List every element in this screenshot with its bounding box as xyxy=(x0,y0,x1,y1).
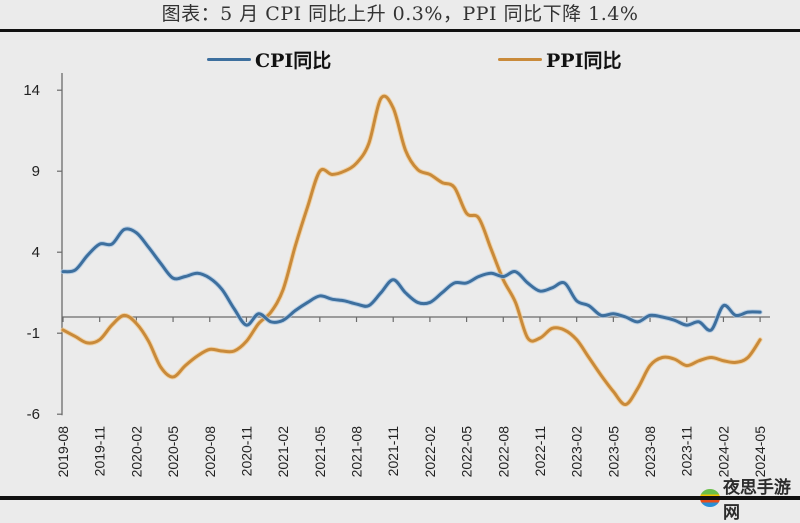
x-tick-label: 2023-08 xyxy=(642,426,658,478)
x-tick-label: 2019-08 xyxy=(55,426,71,478)
y-tick-label: 14 xyxy=(23,82,40,99)
x-tick-label: 2019-11 xyxy=(92,426,108,477)
legend-swatch-cpi xyxy=(207,57,251,61)
x-tick-label: 2022-02 xyxy=(422,426,438,478)
x-tick-label: 2021-02 xyxy=(275,426,291,478)
chart-series xyxy=(60,93,763,407)
x-tick-label: 2021-05 xyxy=(312,426,328,478)
x-tick-label: 2020-11 xyxy=(238,426,254,477)
title-divider xyxy=(0,29,800,32)
line-chart: 14 9 4 -1 -6 2019-08 2019-11 2020-02 2020-05 202… xyxy=(23,73,770,478)
chart-title: 图表：5 月 CPI 同比上升 0.3%，PPI 同比下降 1.4% xyxy=(161,3,639,25)
y-tick-label: -6 xyxy=(27,406,40,423)
x-tick-label: 2020-02 xyxy=(128,426,144,478)
y-axis-labels: 14 9 4 -1 -6 xyxy=(23,82,40,423)
x-tick-label: 2020-05 xyxy=(165,426,181,478)
cpi-series-line xyxy=(61,227,762,332)
x-tick-label: 2022-11 xyxy=(532,426,548,477)
bottom-divider xyxy=(0,496,800,500)
legend-item-ppi: PPI同比 xyxy=(498,46,621,72)
chart-axes xyxy=(57,73,770,416)
x-tick-label: 2024-05 xyxy=(752,426,768,478)
x-tick-label: 2021-08 xyxy=(349,426,365,478)
x-tick-label: 2023-02 xyxy=(569,426,585,478)
x-tick-label: 2022-05 xyxy=(459,426,475,478)
x-tick-label: 2022-08 xyxy=(495,426,511,478)
y-tick-label: 9 xyxy=(32,163,40,180)
legend-label-ppi: PPI同比 xyxy=(546,49,622,72)
x-axis-labels: 2019-08 2019-11 2020-02 2020-05 2020-08 2020-… xyxy=(55,426,768,478)
legend-item-cpi: CPI同比 xyxy=(207,46,331,72)
x-tick-label: 2020-08 xyxy=(202,426,218,478)
y-tick-label: 4 xyxy=(32,244,40,261)
x-tick-label: 2024-02 xyxy=(715,426,731,478)
x-tick-label: 2023-11 xyxy=(679,426,695,477)
x-tick-label: 2023-05 xyxy=(605,426,621,478)
legend-label-cpi: CPI同比 xyxy=(255,49,332,72)
x-tick-label: 2021-11 xyxy=(385,426,401,477)
ppi-series-line xyxy=(61,94,762,406)
y-tick-label: -1 xyxy=(27,325,40,342)
legend-swatch-ppi xyxy=(498,57,542,61)
